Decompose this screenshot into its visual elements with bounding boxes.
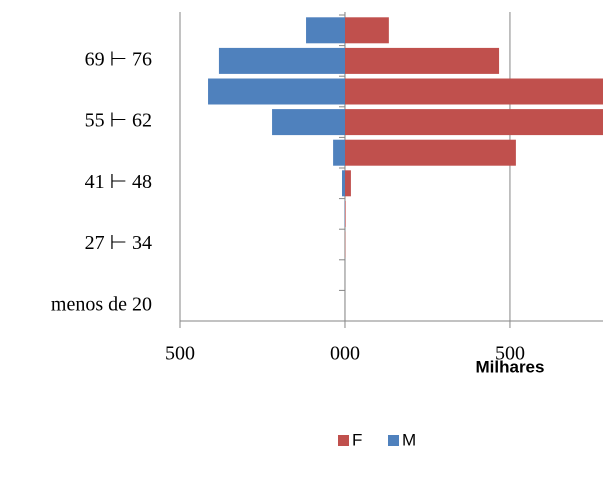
y-tick-label: 69 ⊢ 76 [85, 48, 152, 70]
bar [272, 109, 345, 136]
bar [344, 47, 500, 74]
bar [344, 200, 346, 227]
bar [333, 139, 345, 166]
bar [306, 17, 345, 44]
y-tick-label: 55 ⊢ 62 [85, 110, 152, 132]
x-axis-title: Milhares [476, 357, 545, 376]
x-tick-label: 000 [330, 343, 360, 365]
bar [342, 170, 345, 197]
x-tick-label: 500 [495, 343, 525, 365]
bar [218, 47, 345, 74]
legend-label: F [352, 430, 362, 449]
legend-swatch [338, 435, 349, 446]
y-tick-label: 41 ⊢ 48 [85, 171, 152, 193]
bar [344, 109, 603, 136]
bar [344, 17, 389, 44]
y-tick-label: menos de 20 [51, 293, 152, 315]
bar [344, 78, 603, 105]
bar [208, 78, 345, 105]
y-tick-label: 27 ⊢ 34 [85, 232, 152, 254]
bar [344, 139, 516, 166]
legend-label: M [402, 430, 416, 449]
bar [344, 170, 351, 197]
legend-swatch [388, 435, 399, 446]
x-tick-label: 500 [165, 343, 195, 365]
